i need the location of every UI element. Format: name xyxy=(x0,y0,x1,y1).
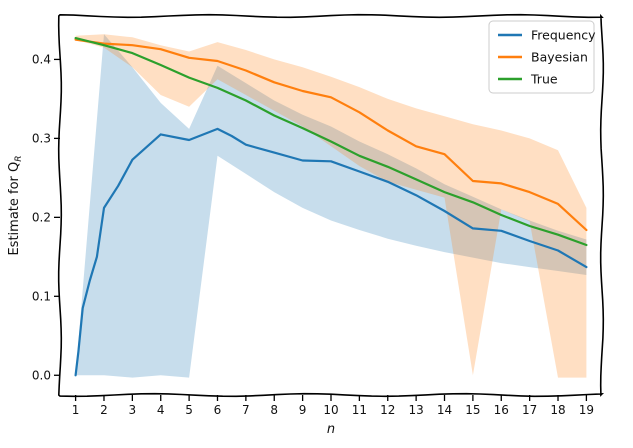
y-axis-label: Estimate for QR xyxy=(7,155,24,255)
y-axis-label-main: Estimate for Q xyxy=(7,162,22,256)
legend-label-bayesian: Bayesian xyxy=(531,50,588,65)
x-tick-label-12: 12 xyxy=(380,403,395,417)
y-tick-label-2: 0.2 xyxy=(32,210,51,224)
x-tick-label-16: 16 xyxy=(494,403,509,417)
line-bayesian xyxy=(74,38,588,232)
x-tick-label-2: 2 xyxy=(100,403,108,417)
y-tick-label-1: 0.1 xyxy=(32,289,51,303)
x-tick-label-9: 9 xyxy=(299,403,307,417)
series-lines xyxy=(74,36,588,377)
x-tick-label-10: 10 xyxy=(323,403,338,417)
x-axis-ticks: 1 2 3 4 5 6 7 8 9 10 11 12 13 14 15 16 17 18 19 xyxy=(72,395,594,417)
line-frequency xyxy=(74,127,588,377)
x-tick-label-7: 7 xyxy=(242,403,250,417)
x-tick-label-6: 6 xyxy=(214,403,222,417)
x-tick-label-11: 11 xyxy=(352,403,367,417)
legend: Frequency Bayesian True xyxy=(488,20,596,94)
y-axis-ticks: 0.0 0.1 0.2 0.3 0.4 xyxy=(32,52,60,382)
x-tick-label-1: 1 xyxy=(72,403,80,417)
x-tick-label-19: 19 xyxy=(579,403,594,417)
x-tick-label-5: 5 xyxy=(185,403,193,417)
line-true xyxy=(74,36,588,247)
legend-label-true: True xyxy=(530,72,558,87)
x-tick-label-18: 18 xyxy=(550,403,565,417)
x-tick-label-8: 8 xyxy=(270,403,278,417)
x-tick-label-13: 13 xyxy=(408,403,423,417)
confidence-bands xyxy=(75,34,587,378)
band-bayesian xyxy=(75,34,587,378)
x-tick-label-3: 3 xyxy=(129,403,137,417)
x-tick-label-15: 15 xyxy=(465,403,480,417)
y-axis-label-subscript: R xyxy=(14,155,24,161)
legend-label-frequency: Frequency xyxy=(531,28,596,43)
legend-box xyxy=(488,20,595,94)
plot-frame xyxy=(57,13,605,398)
y-tick-label-3: 0.3 xyxy=(32,131,51,145)
y-tick-label-4: 0.4 xyxy=(32,52,51,66)
x-tick-label-17: 17 xyxy=(522,403,537,417)
x-tick-label-14: 14 xyxy=(437,403,452,417)
x-tick-label-4: 4 xyxy=(157,403,165,417)
x-axis-label: n xyxy=(327,422,335,437)
y-tick-label-0: 0.0 xyxy=(32,368,51,382)
band-frequency xyxy=(75,34,587,378)
